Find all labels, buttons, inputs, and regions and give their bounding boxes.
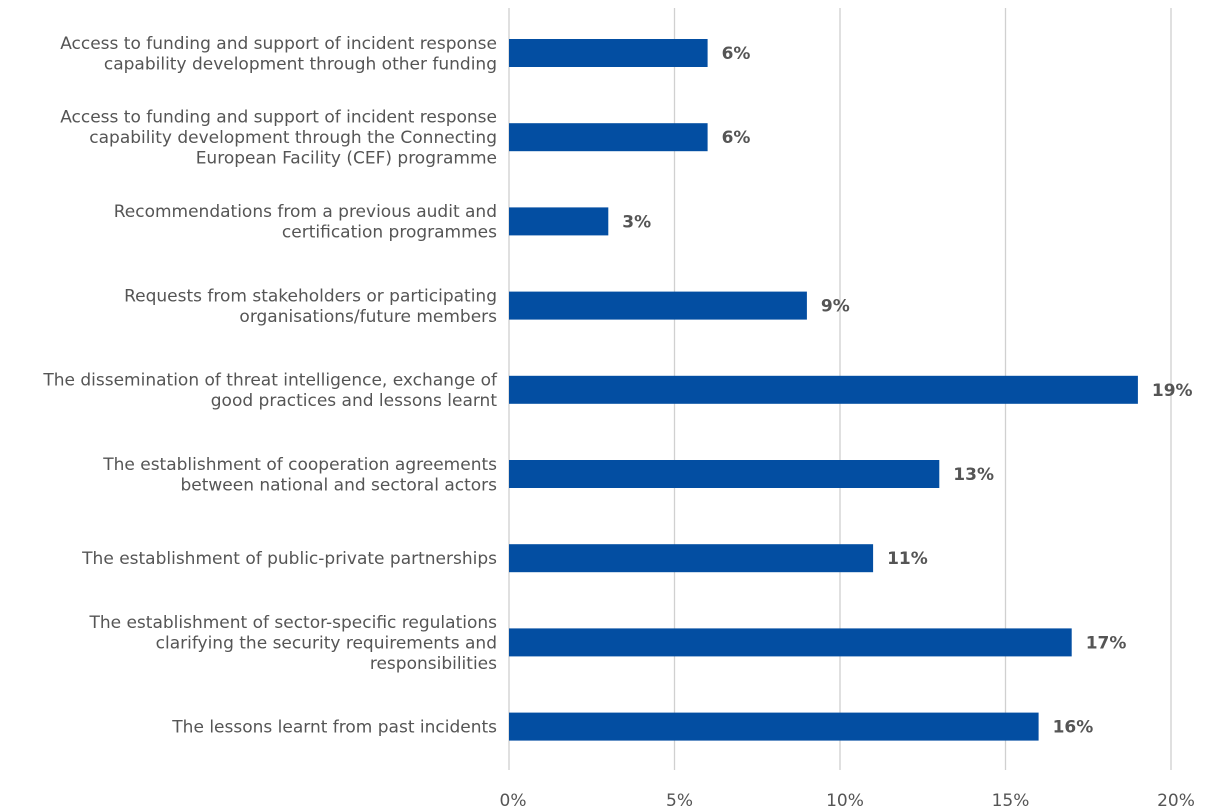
category-label-line: certification programmes <box>282 223 497 243</box>
x-tick-label: 10% <box>826 791 864 810</box>
x-tick-label: 0% <box>500 791 527 810</box>
bar <box>509 39 708 67</box>
category-label: Requests from stakeholders or participat… <box>124 286 497 327</box>
bars <box>509 39 1138 741</box>
category-labels: Access to funding and support of inciden… <box>42 34 498 738</box>
bar-value-label: 3% <box>622 212 651 232</box>
category-label-line: capability development through other fun… <box>104 54 497 74</box>
category-label: The lessons learnt from past incidents <box>171 718 497 738</box>
category-label-line: Access to funding and support of inciden… <box>60 34 497 54</box>
category-label: The dissemination of threat intelligence… <box>42 371 498 412</box>
bar <box>509 712 1039 741</box>
category-label-line: The establishment of public-private part… <box>81 549 497 569</box>
x-tick-label: 20% <box>1157 791 1195 810</box>
category-label-line: The establishment of sector-specific reg… <box>88 613 497 633</box>
bar <box>509 460 940 488</box>
bar-value-label: 6% <box>722 44 751 64</box>
bar <box>509 291 807 320</box>
category-label-line: organisations/future members <box>239 307 497 327</box>
bar <box>509 123 708 152</box>
category-label: Access to funding and support of inciden… <box>60 34 497 75</box>
category-label-line: clarifying the security requirements and <box>156 633 497 653</box>
value-labels: 6% 6% 3% 9% 19% 13% 11% 17% 16% <box>622 44 1192 738</box>
category-label: The establishment of cooperation agreeme… <box>102 455 497 496</box>
category-label-line: The dissemination of threat intelligence… <box>42 371 498 391</box>
category-label: Recommendations from a previous audit an… <box>114 202 497 243</box>
category-label: The establishment of sector-specific reg… <box>88 613 497 674</box>
bar-value-label: 17% <box>1086 633 1127 653</box>
category-label-line: good practices and lessons learnt <box>211 391 498 411</box>
bar-value-label: 9% <box>821 297 850 317</box>
category-label-line: Access to funding and support of inciden… <box>60 108 497 128</box>
category-label-line: Requests from stakeholders or participat… <box>124 286 497 306</box>
bar <box>509 207 609 236</box>
category-label-line: The establishment of cooperation agreeme… <box>102 455 497 475</box>
category-label-line: capability development through the Conne… <box>89 128 497 148</box>
bar <box>509 375 1138 404</box>
x-axis-tick-labels: 0% 5% 10% 15% 20% <box>500 791 1195 810</box>
bar <box>509 544 874 573</box>
category-label-line: responsibilities <box>370 654 497 674</box>
category-label-line: European Facility (CEF) programme <box>196 149 497 169</box>
category-label-line: Recommendations from a previous audit an… <box>114 202 497 222</box>
bar-value-label: 16% <box>1053 718 1094 738</box>
bar-value-label: 13% <box>953 465 994 485</box>
category-label: Access to funding and support of inciden… <box>60 108 497 169</box>
x-tick-label: 5% <box>666 791 693 810</box>
category-label-line: The lessons learnt from past incidents <box>171 718 497 738</box>
category-label-line: between national and sectoral actors <box>180 475 497 495</box>
category-label: The establishment of public-private part… <box>81 549 497 569</box>
bar <box>509 628 1072 657</box>
x-tick-label: 15% <box>992 791 1030 810</box>
bar-value-label: 11% <box>887 549 928 569</box>
bar-value-label: 6% <box>722 128 751 148</box>
bar-value-label: 19% <box>1152 381 1193 401</box>
